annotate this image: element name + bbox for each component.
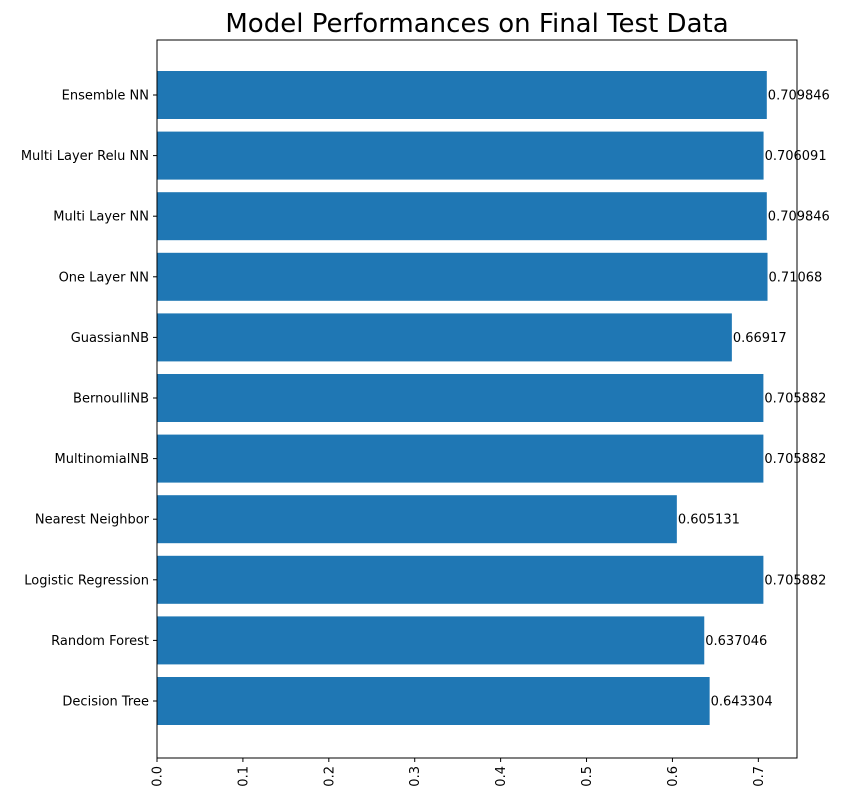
y-tick-label: Multi Layer Relu NN	[21, 149, 149, 164]
data-label: 0.705882	[764, 392, 826, 407]
data-label: 0.709846	[768, 210, 830, 225]
y-tick-label: GuassianNB	[71, 331, 149, 346]
x-tick-label: 0.5	[580, 766, 595, 787]
bar	[157, 252, 768, 301]
bar	[157, 555, 764, 604]
data-label: 0.66917	[733, 331, 787, 346]
y-tick-label: Logistic Regression	[24, 573, 149, 588]
y-tick-label: Multi Layer NN	[53, 210, 149, 225]
x-tick-label: 0.1	[236, 766, 251, 787]
bar	[157, 616, 705, 665]
y-tick-label: Nearest Neighbor	[35, 513, 150, 528]
x-tick-label: 0.2	[322, 766, 337, 787]
y-tick-label: Random Forest	[51, 634, 149, 649]
bar	[157, 131, 764, 180]
chart-title: Model Performances on Final Test Data	[225, 9, 728, 39]
data-labels-layer: 0.643304 0.637046 0.705882 0.605131 0.705882…	[678, 89, 830, 710]
bar	[157, 71, 767, 119]
data-label: 0.605131	[678, 513, 740, 528]
bar	[157, 677, 710, 725]
plot-frame	[156, 39, 798, 759]
bar	[157, 192, 767, 241]
data-label: 0.705882	[764, 452, 826, 467]
data-label: 0.706091	[765, 149, 827, 164]
data-label: 0.71068	[769, 270, 823, 285]
bar	[157, 434, 764, 483]
x-tick-label: 0.7	[752, 766, 767, 787]
bar	[157, 313, 732, 362]
x-axis: 0.0 0.1 0.2 0.3 0.4 0.5 0.6 0.7	[151, 758, 767, 787]
bars-layer	[157, 71, 768, 725]
data-label: 0.643304	[711, 695, 773, 710]
x-tick-label: 0.4	[494, 766, 509, 787]
y-tick-label: BernoulliNB	[73, 392, 149, 407]
y-tick-label: Decision Tree	[62, 695, 149, 710]
bar	[157, 495, 677, 544]
y-tick-label: Ensemble NN	[62, 89, 149, 104]
y-axis: Decision Tree Random Forest Logistic Regre…	[21, 89, 157, 710]
x-tick-label: 0.3	[408, 766, 423, 787]
bar	[157, 374, 764, 422]
y-tick-label: One Layer NN	[59, 270, 149, 285]
x-tick-label: 0.0	[151, 766, 166, 787]
data-label: 0.705882	[764, 573, 826, 588]
x-tick-label: 0.6	[666, 766, 681, 787]
data-label: 0.637046	[705, 634, 767, 649]
y-tick-label: MultinomialNB	[55, 452, 149, 467]
data-label: 0.709846	[768, 89, 830, 104]
